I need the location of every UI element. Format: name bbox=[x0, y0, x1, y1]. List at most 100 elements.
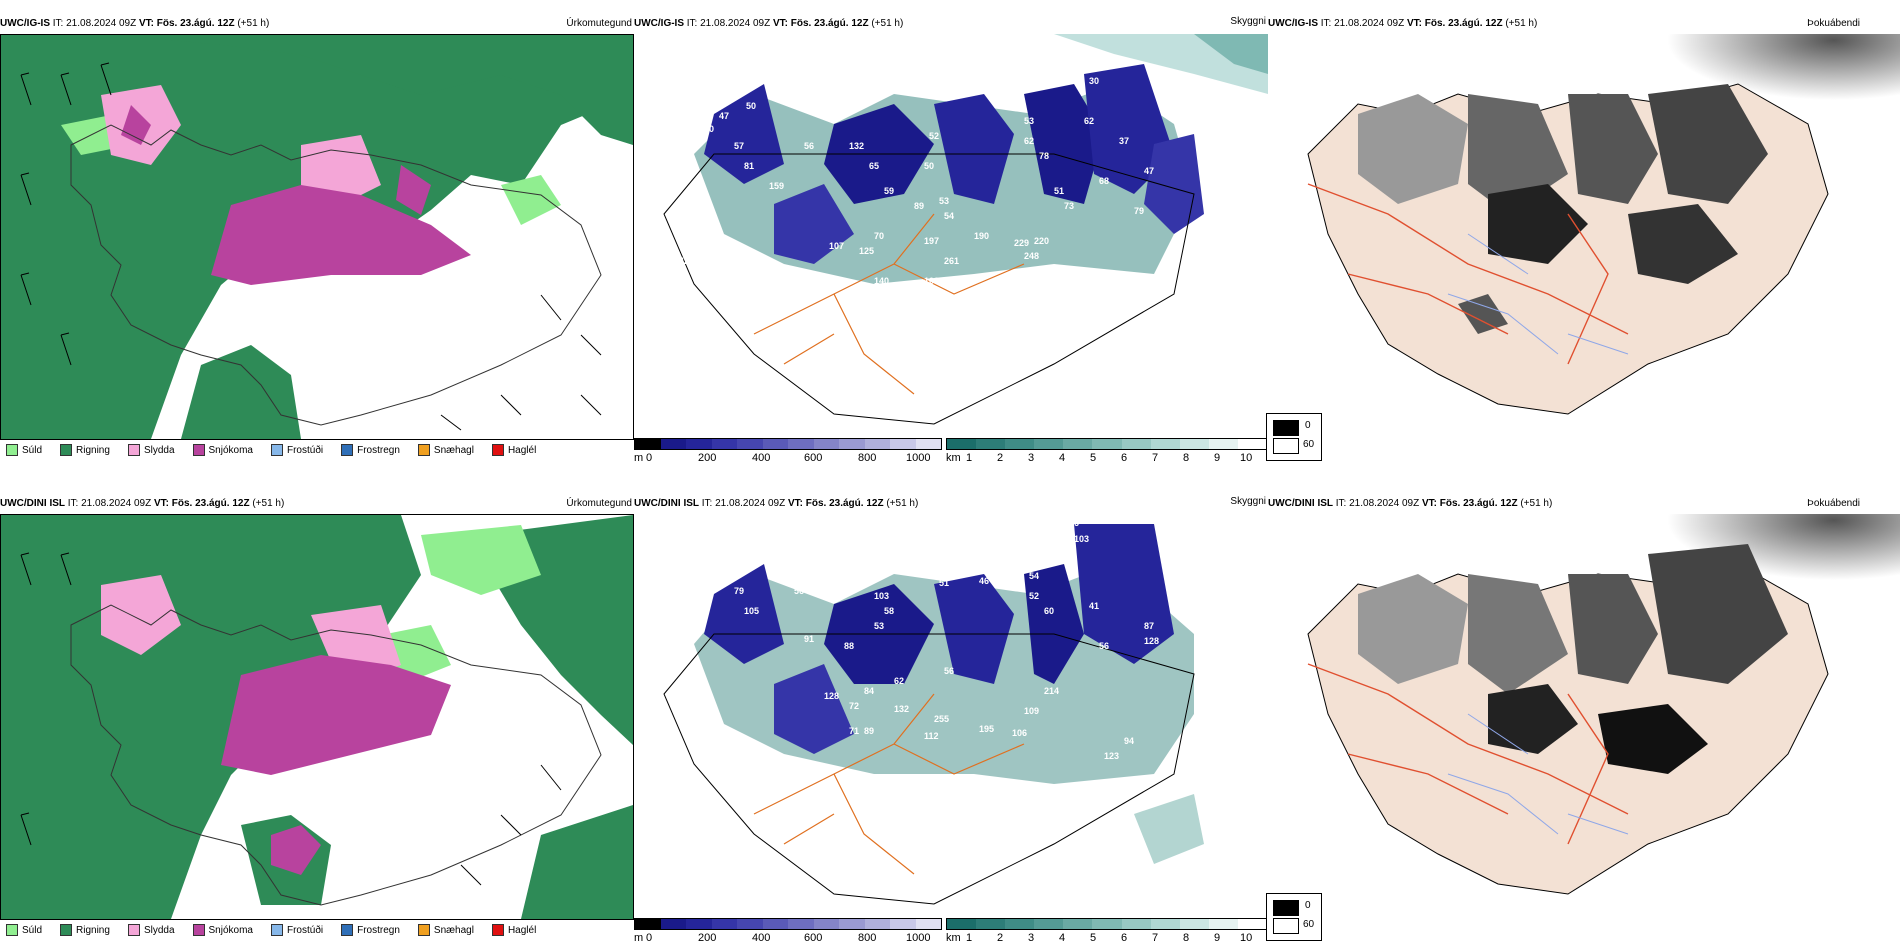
cloud-label: 132 bbox=[894, 704, 909, 714]
cloud-tick: 800 bbox=[858, 932, 877, 944]
fog-legend-top-label: 0 bbox=[1305, 900, 1311, 911]
panel-title: Úrkomutegund bbox=[566, 498, 632, 509]
legend-swatch bbox=[270, 924, 283, 936]
legend-item: Snjókoma bbox=[192, 444, 253, 456]
precip-panel-bottom: UWC/DINI ISL IT: 21.08.2024 09Z VT: Fös.… bbox=[0, 492, 634, 944]
legend-swatch bbox=[192, 924, 205, 936]
it-value: 21.08.2024 09Z bbox=[1334, 18, 1405, 29]
legend-item: Slydda bbox=[127, 444, 175, 456]
legend-item: Haglél bbox=[491, 924, 537, 936]
cloud-label: 20 bbox=[919, 851, 929, 861]
cloud-label: 103 bbox=[1074, 534, 1089, 544]
legend-label: Slydda bbox=[143, 444, 175, 456]
fog-legend-bottom: 0 60 bbox=[1266, 893, 1322, 941]
cloud-tick: 1000 bbox=[906, 932, 931, 944]
fog-map-bottom bbox=[1268, 514, 1900, 918]
cloud-tick: 0 bbox=[646, 932, 653, 944]
cloud-label: 59 bbox=[884, 186, 894, 196]
cloud-label: 220 bbox=[1034, 236, 1049, 246]
fog-swatch-black bbox=[1273, 420, 1299, 436]
visibility-unit: km bbox=[946, 452, 961, 464]
legend-swatch bbox=[127, 444, 140, 456]
legend-swatch bbox=[127, 924, 140, 936]
it-label: IT: bbox=[701, 498, 713, 509]
cloud-label: 107 bbox=[829, 241, 844, 251]
cloud-tick: 1000 bbox=[906, 452, 931, 464]
it-value: 21.08.2024 09Z bbox=[81, 498, 152, 509]
cloud-label: 131 bbox=[939, 864, 954, 874]
vis-tick: 7 bbox=[1152, 452, 1159, 464]
it-label: IT: bbox=[67, 498, 79, 509]
legend-label: Haglél bbox=[507, 924, 537, 936]
vt-label: VT: bbox=[153, 498, 169, 509]
vis-tick: 4 bbox=[1059, 452, 1066, 464]
panel-title: Skyggni bbox=[1230, 496, 1266, 507]
visibility-header-bottom: UWC/DINI ISL IT: 21.08.2024 09Z VT: Fös.… bbox=[634, 496, 1268, 514]
legend-item: Frostúði bbox=[270, 924, 323, 936]
legend-swatch bbox=[491, 924, 504, 936]
vis-tick: 10 bbox=[1240, 452, 1253, 464]
cloud-label: 123 bbox=[1104, 751, 1119, 761]
cloud-tick: 400 bbox=[752, 932, 771, 944]
fog-panel-top: UWC/IG-IS IT: 21.08.2024 09Z VT: Fös. 23… bbox=[1268, 12, 1900, 464]
lead-time: (+51 h) bbox=[1505, 18, 1538, 29]
vt-label: VT: bbox=[1406, 18, 1422, 29]
cloud-label: 65 bbox=[869, 161, 879, 171]
cloud-label: 56 bbox=[944, 666, 954, 676]
visibility-unit: km bbox=[946, 932, 961, 944]
cloud-label: 47 bbox=[1144, 166, 1154, 176]
legend-item: Frostregn bbox=[341, 444, 400, 456]
legend-item: Snjókoma bbox=[192, 924, 253, 936]
legend-label: Súld bbox=[22, 444, 43, 456]
legend-item: Snæhagl bbox=[417, 924, 474, 936]
fog-swatch-white bbox=[1273, 438, 1299, 454]
cloud-label: 60 bbox=[1034, 536, 1044, 546]
legend-label: Snjókoma bbox=[208, 924, 253, 936]
cloud-label: 112 bbox=[924, 731, 939, 741]
legend-item: Frostúði bbox=[270, 444, 323, 456]
cloud-label: 81 bbox=[744, 161, 754, 171]
cloud-label: 120 bbox=[714, 846, 729, 856]
cloud-label: 41 bbox=[1089, 601, 1099, 611]
cloud-label: 181 bbox=[1114, 276, 1129, 286]
cloud-label: 78 bbox=[1039, 151, 1049, 161]
cloud-label: 197 bbox=[924, 236, 939, 246]
fog-legend-bottom-label: 60 bbox=[1303, 919, 1315, 930]
cloud-base-unit: m bbox=[634, 452, 644, 464]
cloud-label: 100 bbox=[924, 276, 939, 286]
cloud-label: 62 bbox=[1084, 116, 1094, 126]
cloud-label: 105 bbox=[744, 606, 759, 616]
it-value: 21.08.2024 09Z bbox=[1349, 498, 1420, 509]
cloud-label: 237 bbox=[1044, 276, 1059, 286]
cloud-label: 140 bbox=[874, 276, 889, 286]
legend-label: Rigning bbox=[76, 924, 110, 936]
vis-tick: 5 bbox=[1090, 452, 1097, 464]
cloud-label: 148 bbox=[929, 886, 944, 896]
cloud-label: 50 bbox=[924, 161, 934, 171]
legend-swatch bbox=[192, 444, 205, 456]
cloud-label: 57 bbox=[734, 141, 744, 151]
cloud-label: 158 bbox=[1004, 276, 1019, 286]
vt-label: VT: bbox=[1421, 498, 1437, 509]
cloud-label: 52 bbox=[1029, 591, 1039, 601]
lead-time: (+51 h) bbox=[252, 498, 285, 509]
cloud-label: 89 bbox=[914, 201, 924, 211]
cloud-label: 87 bbox=[1144, 621, 1154, 631]
vis-tick: 8 bbox=[1183, 452, 1190, 464]
cloud-label: 30 bbox=[1089, 76, 1099, 86]
precip-map-bottom bbox=[0, 514, 634, 920]
fog-legend-top-label: 0 bbox=[1305, 420, 1311, 431]
cloud-label: 50 bbox=[746, 101, 756, 111]
cloud-label: 32 bbox=[1114, 291, 1124, 301]
cloud-label: 91 bbox=[804, 634, 814, 644]
cloud-label: 56 bbox=[684, 721, 694, 731]
vis-tick: 8 bbox=[1183, 932, 1190, 944]
cloud-label: 53 bbox=[1024, 116, 1034, 126]
cloud-label: 58 bbox=[884, 606, 894, 616]
cloud-label: 106 bbox=[1012, 728, 1027, 738]
legend-swatch bbox=[270, 444, 283, 456]
legend-swatch bbox=[341, 924, 354, 936]
it-label: IT: bbox=[1335, 498, 1347, 509]
legend-label: Slydda bbox=[143, 924, 175, 936]
legend-swatch bbox=[491, 444, 504, 456]
